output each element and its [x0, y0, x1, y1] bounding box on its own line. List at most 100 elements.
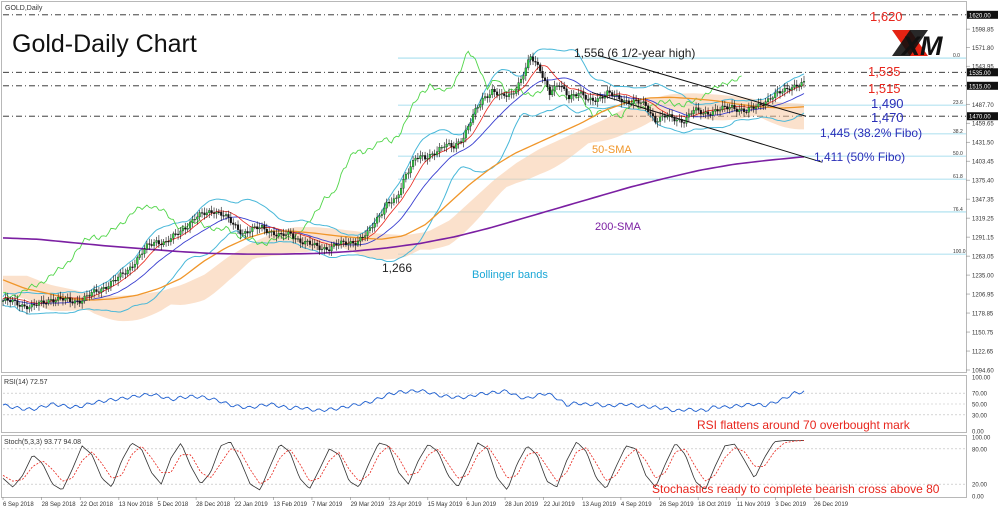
candle-body: [788, 88, 791, 91]
candle-body: [380, 214, 383, 216]
sma50-line: [2, 96, 805, 301]
candle-body: [184, 227, 187, 230]
candle-body: [83, 295, 86, 302]
candle-body: [179, 230, 182, 235]
price-axis-label: 1263.05: [972, 255, 994, 261]
fibo-level-label: 0.0: [953, 53, 960, 59]
candle-body: [119, 272, 122, 278]
candle-body: [661, 115, 664, 118]
key-level-marker: [967, 81, 998, 90]
candle-body: [404, 173, 407, 180]
bollinger-lower: [2, 104, 805, 315]
symbol-label: GOLD,Daily: [5, 5, 43, 12]
candle-body: [733, 104, 736, 110]
candle-body: [464, 129, 467, 139]
candle-body: [675, 119, 678, 122]
candle-body: [642, 101, 645, 103]
candle-body: [160, 243, 163, 246]
candle-body: [510, 93, 513, 95]
candle-body: [719, 109, 722, 112]
sma200-line: [2, 155, 805, 255]
candle-body: [519, 79, 523, 83]
stoch-axis-label: 20.00: [972, 483, 988, 489]
annotation-high: 1,556 (6 1/2-year high): [574, 46, 695, 60]
x-axis-label: 26 Sep 2019: [660, 502, 695, 508]
x-axis-label: 29 Mar 2019: [351, 502, 385, 508]
annotation-1535: 1,535: [868, 64, 901, 79]
candle-body: [287, 231, 290, 235]
candle-body: [457, 141, 460, 144]
candle-body: [802, 81, 806, 83]
candle-body: [695, 107, 698, 111]
annotation-1490: 1,490: [871, 96, 904, 111]
candle-body: [229, 217, 232, 224]
candle-body: [687, 113, 690, 118]
candle-body: [591, 97, 595, 101]
candle-body: [234, 224, 237, 226]
candle-body: [253, 226, 256, 228]
candle-body: [385, 201, 388, 209]
candle-body: [613, 95, 616, 97]
candle-body: [390, 202, 393, 204]
candle-body: [66, 297, 69, 299]
candle-body: [162, 241, 165, 246]
candle-body: [589, 97, 592, 100]
candle-body: [421, 155, 424, 157]
candle-body: [124, 273, 127, 275]
candle-body: [222, 215, 225, 217]
candle-body: [615, 94, 618, 96]
candle-body: [81, 300, 84, 304]
rsi-axis-label: 50.00: [972, 403, 988, 409]
candle-body: [483, 96, 487, 99]
candle-body: [148, 243, 151, 245]
candle-body: [73, 300, 76, 304]
candle-body: [256, 226, 259, 230]
candle-body: [217, 211, 220, 213]
candle-body: [440, 147, 443, 149]
candle-body: [500, 93, 503, 95]
candle-body: [766, 98, 770, 103]
candle-body: [747, 107, 750, 113]
candle-body: [47, 299, 50, 304]
candle-body: [301, 242, 304, 245]
candle-body: [582, 91, 585, 96]
candle-body: [356, 241, 359, 245]
candle-body: [37, 301, 41, 306]
key-level-marker-label: 1535.00: [969, 71, 991, 77]
candle-body: [136, 257, 139, 265]
candle-body: [711, 111, 714, 116]
stoch-k-line: [2, 440, 805, 491]
candle-body: [507, 93, 511, 97]
candle-body: [366, 230, 369, 236]
candle-body: [407, 172, 410, 175]
price-axis-label: 1431.50: [972, 141, 994, 147]
candle-body: [205, 212, 208, 216]
candle-body: [95, 289, 98, 292]
candle-body: [400, 188, 403, 195]
candle-body: [639, 102, 642, 104]
candle-body: [781, 91, 784, 94]
price-axis-label: 1347.35: [972, 198, 994, 204]
candle-body: [30, 304, 33, 308]
candle-body: [560, 86, 563, 88]
candle-body: [280, 233, 283, 235]
candle-body: [344, 241, 347, 245]
candle-body: [117, 276, 120, 281]
candle-body: [637, 99, 640, 104]
candle-body: [402, 179, 405, 189]
candle-body: [265, 228, 268, 234]
candle-body: [49, 299, 53, 301]
candle-body: [174, 233, 177, 235]
candle-body: [534, 61, 537, 63]
candle-body: [774, 92, 777, 98]
x-axis-label: 4 Sep 2019: [621, 502, 652, 508]
candle-body: [155, 240, 158, 243]
candle-body: [601, 96, 604, 99]
candle-body: [498, 94, 501, 96]
candle-body: [244, 231, 247, 234]
candle-body: [778, 91, 782, 94]
candle-body: [299, 238, 302, 243]
annotation-low: 1,266: [382, 261, 412, 275]
xm-logo-text: XM: [900, 31, 943, 61]
rsi-axis-label: 100.00: [972, 376, 991, 382]
